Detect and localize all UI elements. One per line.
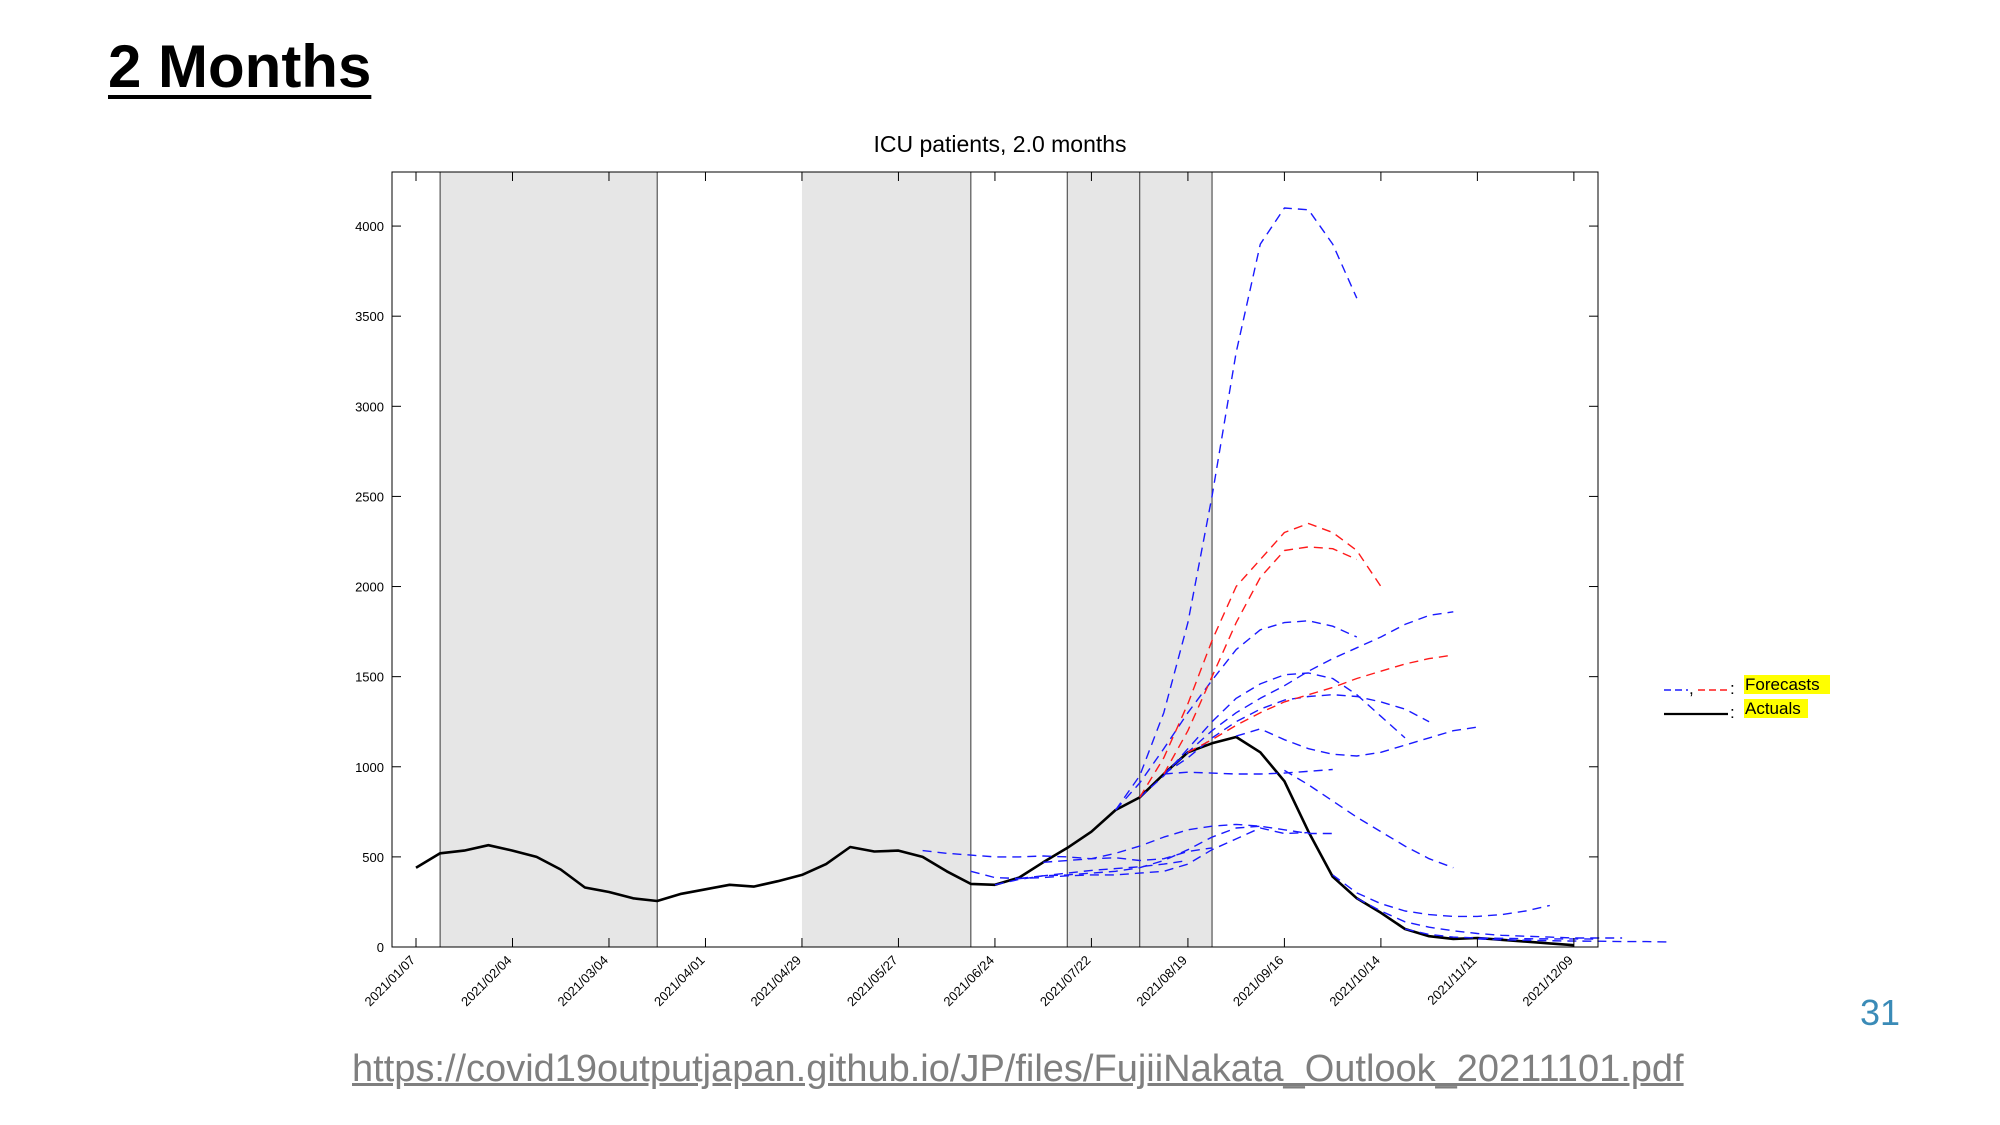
y-tick-label: 1000	[355, 760, 384, 775]
x-tick-label: 2021/06/24	[940, 953, 997, 1010]
forecast-series-line-12	[1235, 726, 1478, 757]
forecast-series-line-18	[1139, 522, 1382, 798]
forecast-series-line-7	[1115, 620, 1358, 811]
y-tick-label: 3000	[355, 399, 384, 414]
x-tick-label: 2021/08/19	[1133, 953, 1190, 1010]
forecast-series-line-1	[922, 847, 1213, 862]
forecast-series-line-5	[1043, 823, 1333, 863]
y-tick-label: 0	[377, 940, 384, 955]
x-tick-label: 2021/02/04	[458, 953, 515, 1010]
x-tick-label: 2021/09/16	[1230, 953, 1287, 1010]
x-tick-label: 2021/01/07	[361, 953, 418, 1010]
x-tick-label: 2021/12/09	[1519, 953, 1576, 1010]
shaded-period-2	[801, 172, 971, 947]
shaded-period-3	[1067, 172, 1140, 947]
y-tick-label: 2000	[355, 580, 384, 595]
y-tick-label: 4000	[355, 219, 384, 234]
x-tick-label: 2021/03/04	[554, 953, 611, 1010]
forecast-series-line-13	[1284, 769, 1454, 869]
y-tick-label: 3500	[355, 309, 384, 324]
forecast-series-line-8	[1139, 672, 1406, 798]
y-tick-label: 2500	[355, 489, 384, 504]
forecast-series-line-4	[1019, 825, 1261, 880]
shaded-period-4	[1139, 172, 1213, 947]
legend: ,: Forecasts: Actuals	[1664, 675, 1830, 722]
y-tick-label: 1500	[355, 670, 384, 685]
forecast-series-line-14	[1332, 874, 1550, 918]
forecast-series-line-10	[1163, 611, 1454, 775]
legend-label-forecasts: Forecasts	[1745, 675, 1820, 694]
legend-colon-2: :	[1730, 703, 1735, 722]
slide-title: 2 Months	[108, 33, 372, 100]
forecast-series-line-16	[1404, 928, 1599, 940]
y-tick-label: 500	[362, 850, 384, 865]
legend-label-actuals: Actuals	[1745, 699, 1801, 718]
forecast-series-line-2	[970, 827, 1309, 880]
forecast-series-line-15	[1356, 897, 1623, 939]
x-tick-label: 2021/10/14	[1326, 953, 1383, 1010]
forecast-series-line-20	[1187, 654, 1454, 753]
y-axis: 0 500 1000 1500 2000 2500 3000 3500 4000	[355, 219, 1598, 955]
legend-highlight-actuals	[1744, 699, 1808, 718]
chart-title: ICU patients, 2.0 months	[873, 131, 1126, 157]
x-tick-label: 2021/04/01	[651, 953, 708, 1010]
shaded-periods	[440, 172, 1213, 947]
period-boundaries	[439, 172, 1213, 947]
x-tick-label: 2021/05/27	[844, 953, 901, 1010]
series-lines	[415, 207, 1671, 947]
page-number: 31	[1860, 992, 1901, 1033]
x-tick-label: 2021/07/22	[1037, 953, 1094, 1010]
source-link[interactable]: https://covid19outputjapan.github.io/JP/…	[352, 1048, 1684, 1090]
legend-highlight-forecasts	[1744, 675, 1830, 694]
legend-colon-1: :	[1730, 679, 1735, 698]
forecast-series-line-11	[1163, 768, 1333, 775]
x-tick-label: 2021/04/29	[747, 953, 804, 1010]
legend-separator: ,	[1689, 679, 1694, 698]
x-tick-label: 2021/11/11	[1424, 953, 1479, 1008]
shaded-period-1	[440, 172, 658, 947]
